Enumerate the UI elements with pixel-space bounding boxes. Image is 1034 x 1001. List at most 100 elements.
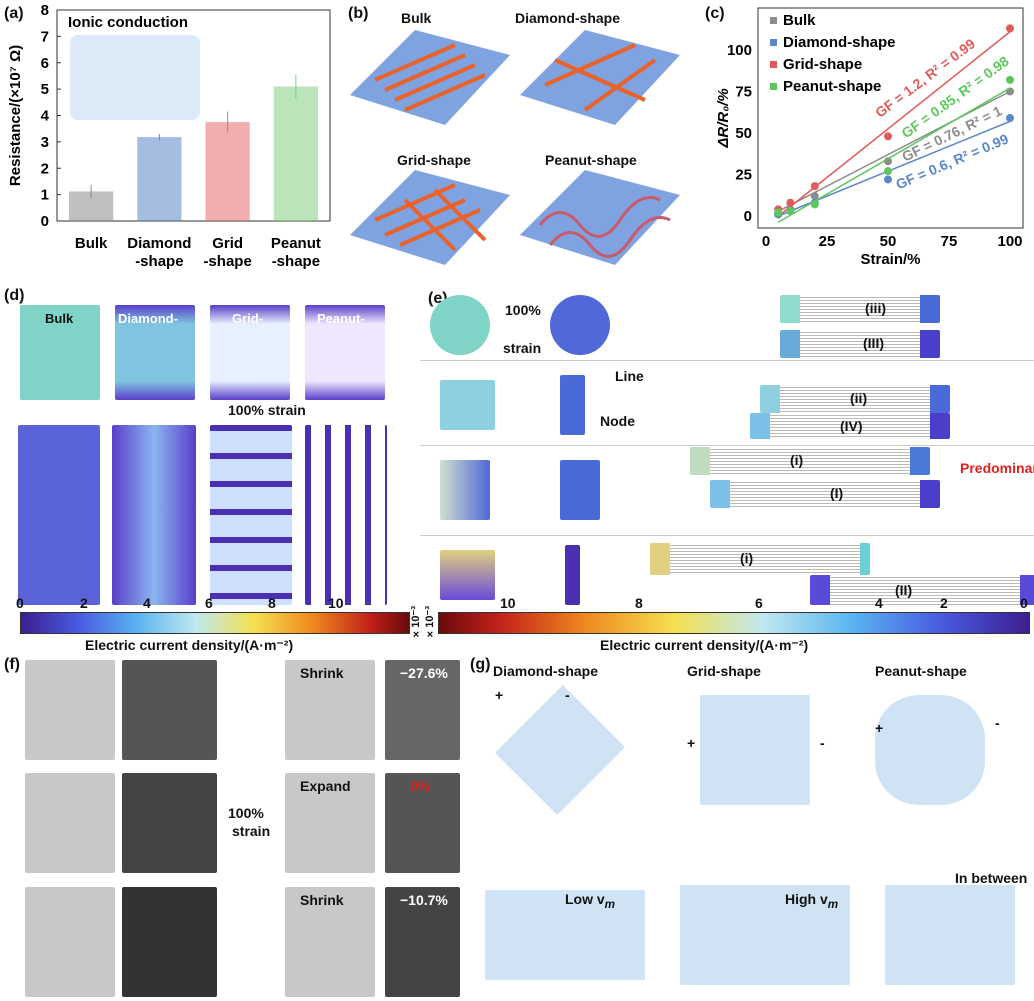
predominant-label: Predominant [960, 460, 1034, 476]
state-label: Shrink [300, 892, 344, 908]
model-label-diamond: Diamond-shape [515, 10, 621, 26]
panel-label-c: (c) [705, 5, 725, 22]
state-label: Shrink [300, 665, 344, 681]
g-title: Diamond-shape [493, 663, 599, 679]
g-title: Peanut-shape [875, 663, 967, 679]
note-sub: m [604, 897, 616, 911]
sim-label-peanut: Peanut- [317, 311, 365, 326]
minus-sign: - [820, 735, 825, 751]
y-tick-label: 1 [41, 187, 49, 204]
e-strain-label-2: strain [503, 340, 542, 356]
data-point [884, 132, 892, 141]
legend-marker [770, 61, 777, 68]
legend-label: Peanut-shape [783, 78, 881, 95]
tick: 4 [875, 595, 883, 611]
panel-label-f: (f) [4, 656, 20, 673]
legend-label: Grid-shape [783, 56, 862, 73]
change-value: 0% [410, 778, 431, 794]
colorbar-d [20, 612, 410, 634]
model-renders [350, 30, 680, 265]
category-label: Peanut [271, 235, 321, 252]
x-tick-label: 0 [762, 233, 770, 250]
y-tick-label: 7 [41, 28, 49, 45]
panel-label-g: (g) [470, 656, 491, 673]
y-tick-label: 0 [41, 213, 49, 230]
colorbar-e [438, 612, 1030, 634]
state-label: Expand [300, 778, 351, 794]
model-label-bulk: Bulk [401, 10, 432, 26]
segment-ii: (ii) [850, 390, 868, 406]
minus-sign: - [565, 687, 570, 703]
current-density-simulations: Bulk Diamond- Grid- Peanut- 100% strain [0, 290, 420, 610]
data-point [1006, 114, 1014, 123]
data-point [786, 198, 795, 207]
data-point [1006, 75, 1014, 84]
y-tick-label: 5 [41, 81, 49, 98]
legend-marker [770, 39, 777, 46]
x-tick-label: 25 [819, 233, 836, 250]
resistance-bar-chart: Ionic conduction 0 1 2 3 4 5 6 7 8 Resistance/(×10… [7, 2, 331, 270]
sim-label-grid: Grid- [232, 311, 264, 326]
e-strain-label: 100% [505, 302, 541, 318]
fit-line [777, 90, 1011, 213]
plus-sign: + [875, 720, 884, 736]
legend-label: Diamond-shape [783, 34, 896, 51]
strain-label: 100% strain [228, 402, 306, 418]
y-tick-label: 50 [735, 125, 752, 142]
x-tick-label: 75 [941, 233, 958, 250]
x-axis-label: Strain/% [860, 251, 920, 268]
y-tick-label: 75 [735, 84, 752, 101]
plot-frame [757, 7, 1024, 229]
category-label: Diamond [127, 235, 191, 252]
y-tick-label: 4 [41, 108, 50, 125]
tick: 10 [328, 595, 344, 611]
tick: 2 [940, 595, 948, 611]
data-point [774, 208, 783, 217]
tick: 0 [1020, 595, 1028, 611]
legend-marker [770, 83, 777, 90]
tick: 0 [16, 595, 24, 611]
tick: 6 [755, 595, 763, 611]
node-label: Node [600, 413, 635, 429]
y-tick-label: 2 [41, 160, 49, 177]
panel-label-d: (d) [4, 287, 25, 304]
plus-sign: + [495, 687, 504, 703]
panel-label-b: (b) [348, 5, 369, 22]
bar [137, 137, 182, 221]
bar [205, 122, 250, 221]
segment-II: (II) [895, 582, 913, 598]
ion-migration-diagrams: Diamond-shape Grid-shape Peanut-shape Lo… [465, 655, 1034, 1001]
x-tick-label: 100 [997, 233, 1022, 250]
strain-response-chart: 0 25 50 75 100 0 25 50 75 100 Strain/% ΔR/R₀/% Bulk G… [715, 7, 1024, 268]
note-between: In between [955, 870, 1028, 886]
note-low: Low vm [565, 891, 615, 911]
tick: 10 [500, 595, 516, 611]
colorbar-d-label: Electric current density/(A·m⁻²) [85, 637, 294, 653]
x-tick-label: 50 [880, 233, 897, 250]
colorbar-e-label: Electric current density/(A·m⁻²) [600, 637, 809, 653]
f-strain-label: 100% [228, 805, 264, 821]
data-point [810, 182, 819, 191]
note-text: High v [785, 891, 828, 907]
plus-sign: + [687, 735, 696, 751]
category-label: Grid [212, 235, 243, 252]
data-point [810, 200, 819, 209]
tick: 8 [635, 595, 643, 611]
tick: 8 [268, 595, 276, 611]
segment-I: (I) [830, 485, 844, 501]
change-value: −27.6% [400, 665, 448, 681]
data-point [810, 192, 819, 201]
inset-title: Ionic conduction [68, 14, 188, 31]
model-label-grid: Grid-shape [397, 152, 471, 168]
segment-III: (III) [863, 335, 884, 351]
change-value: −10.7% [400, 892, 448, 908]
y-tick-label: 100 [727, 42, 752, 59]
model-label-peanut: Peanut-shape [545, 152, 637, 168]
segment-iii: (iii) [865, 300, 886, 316]
data-point [884, 167, 892, 176]
category-label: -shape [272, 253, 320, 270]
segment-IV: (IV) [840, 418, 863, 434]
y-tick-label: 25 [735, 167, 752, 184]
g-title: Grid-shape [687, 663, 761, 679]
note-high: High vm [785, 891, 838, 911]
